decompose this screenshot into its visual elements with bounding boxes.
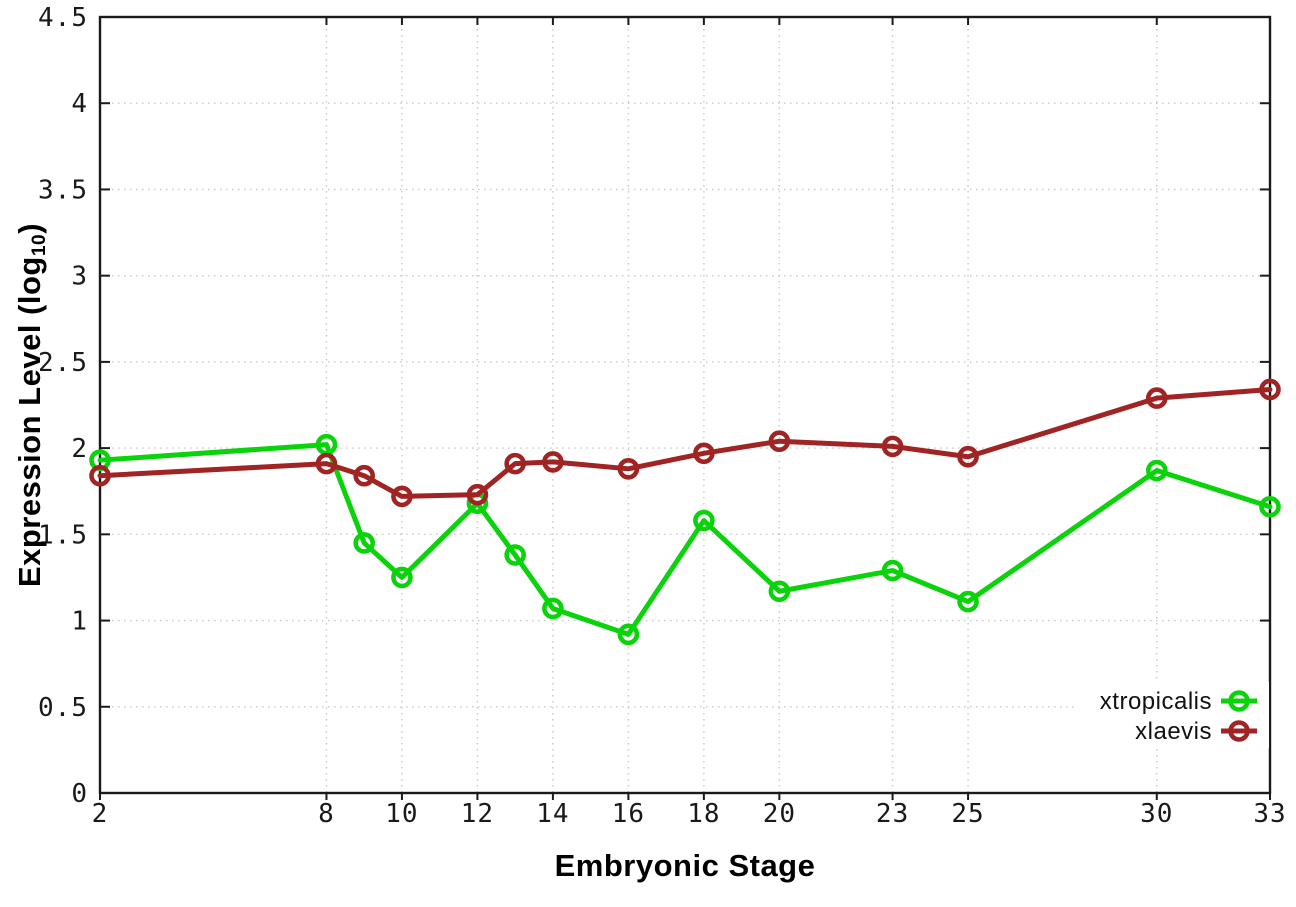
y-tick-label: 3: [71, 262, 88, 292]
data-point-xlaevis-stage-33: [1259, 378, 1281, 401]
y-axis-title-subscript: 10: [28, 233, 50, 257]
x-tick-label: 12: [461, 799, 494, 829]
legend-label-xlaevis: xlaevis: [1135, 718, 1212, 745]
data-point-xtropicalis-stage-14: [542, 597, 564, 620]
y-tick-label: 0: [71, 779, 88, 809]
data-point-xtropicalis-stage-9: [353, 532, 375, 554]
data-point-xlaevis-stage-14: [542, 451, 564, 473]
x-tick-label: 25: [951, 799, 984, 829]
y-tick-label: 1.5: [38, 520, 88, 550]
data-point-xlaevis-stage-8: [315, 452, 338, 475]
data-point-xtropicalis-stage-10: [391, 566, 413, 589]
data-point-xlaevis-stage-2: [89, 464, 111, 487]
data-point-xlaevis-stage-9: [353, 464, 375, 487]
data-point-xlaevis-stage-10: [391, 485, 413, 508]
data-point-xtropicalis-stage-13: [504, 544, 526, 566]
y-axis-title: Expression Level (log10): [12, 222, 50, 588]
data-point-xlaevis-stage-13: [504, 452, 526, 475]
y-tick-label: 3.5: [38, 175, 88, 205]
y-axis-title-close: ): [12, 222, 47, 234]
data-point-xtropicalis-stage-30: [1145, 459, 1168, 482]
y-tick-label: 4.5: [38, 3, 88, 33]
data-point-xtropicalis-stage-16: [617, 623, 640, 646]
data-point-xlaevis-stage-18: [693, 442, 715, 465]
x-tick-label: 16: [612, 799, 645, 829]
x-tick-label: 8: [318, 799, 335, 829]
data-point-xtropicalis-stage-18: [693, 509, 715, 532]
y-tick-label: 2.5: [38, 348, 88, 378]
data-point-xtropicalis-stage-25: [957, 590, 979, 613]
data-point-xlaevis-stage-12: [466, 483, 489, 506]
y-tick-label: 2: [71, 434, 88, 464]
x-tick-label: 30: [1140, 799, 1173, 829]
x-axis-title: Embryonic Stage: [554, 848, 816, 883]
y-tick-label: 0.5: [38, 693, 88, 723]
x-tick-label: 23: [876, 799, 909, 829]
series-line-xlaevis: [97, 386, 1273, 499]
x-tick-label: 2: [92, 799, 109, 829]
y-tick-label: 4: [71, 89, 88, 119]
x-tick-label: 10: [385, 799, 418, 829]
x-tick-label: 20: [763, 799, 796, 829]
series-line-xtropicalis: [97, 442, 1273, 637]
y-tick-label: 1: [71, 607, 88, 637]
x-tick-label: 33: [1253, 799, 1286, 829]
plot-border: [98, 15, 1272, 795]
data-point-xlaevis-stage-25: [957, 445, 979, 468]
data-point-xlaevis-stage-23: [881, 435, 904, 458]
legend-marker-circle-xtropicalis: [1228, 690, 1250, 712]
y-axis-title-main: Expression Level (log: [12, 256, 47, 588]
data-point-xtropicalis-stage-23: [881, 559, 904, 582]
legend-marker-circle-xlaevis: [1228, 720, 1250, 742]
data-point-xlaevis-stage-30: [1145, 387, 1168, 409]
data-point-xlaevis-stage-16: [617, 458, 640, 480]
data-point-xtropicalis-stage-20: [768, 580, 791, 603]
x-tick-label: 14: [536, 799, 569, 829]
data-point-xlaevis-stage-20: [768, 430, 791, 453]
legend-label-xtropicalis: xtropicalis: [1100, 688, 1212, 715]
x-tick-label: 18: [687, 799, 720, 829]
data-point-xtropicalis-stage-33: [1259, 495, 1281, 518]
